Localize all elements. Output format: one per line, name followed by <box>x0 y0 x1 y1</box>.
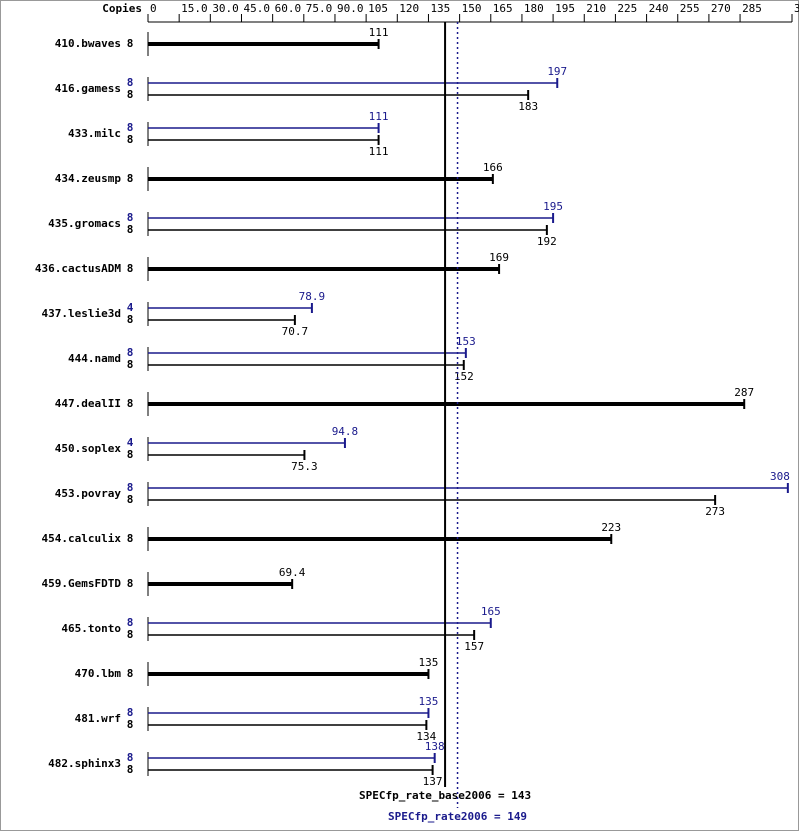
copies-label: 4 <box>127 436 134 449</box>
benchmark-name: 465.tonto <box>61 622 121 635</box>
copies-label: 8 <box>127 718 134 731</box>
copies-label: 8 <box>127 616 134 629</box>
copies-label: 8 <box>127 448 134 461</box>
benchmark-name: 435.gromacs <box>48 217 121 230</box>
copies-label: 8 <box>127 493 134 506</box>
copies-label: 8 <box>127 706 134 719</box>
value-label: 197 <box>547 65 567 78</box>
copies-label: 8 <box>127 76 134 89</box>
copies-header: Copies <box>102 2 142 15</box>
benchmark-name: 481.wrf <box>75 712 121 725</box>
benchmark-name: 416.gamess <box>55 82 121 95</box>
value-label: 169 <box>489 251 509 264</box>
x-tick-label: 255 <box>680 2 700 15</box>
copies-label: 8 <box>127 133 134 146</box>
benchmark-name: 459.GemsFDTD <box>42 577 122 590</box>
benchmark-name: 447.dealII <box>55 397 121 410</box>
x-tick-label: 105 <box>368 2 388 15</box>
value-label: 195 <box>543 200 563 213</box>
x-tick-label: 165 <box>493 2 513 15</box>
x-tick-label: 30.0 <box>212 2 239 15</box>
value-label: 111 <box>369 145 389 158</box>
copies-label: 8 <box>127 37 134 50</box>
value-label: 308 <box>770 470 790 483</box>
x-tick-label: 285 <box>742 2 762 15</box>
value-label: 111 <box>369 110 389 123</box>
copies-label: 8 <box>127 121 134 134</box>
x-tick-label: 240 <box>649 2 669 15</box>
copies-label: 8 <box>127 358 134 371</box>
copies-label: 8 <box>127 223 134 236</box>
x-tick-label: 0 <box>150 2 157 15</box>
value-label: 166 <box>483 161 503 174</box>
value-label: 75.3 <box>291 460 318 473</box>
benchmark-name: 454.calculix <box>42 532 122 545</box>
copies-label: 8 <box>127 628 134 641</box>
x-tick-label: 120 <box>399 2 419 15</box>
copies-label: 8 <box>127 397 134 410</box>
copies-label: 8 <box>127 763 134 776</box>
benchmark-name: 450.soplex <box>55 442 122 455</box>
benchmark-name: 444.namd <box>68 352 121 365</box>
value-label: 157 <box>464 640 484 653</box>
x-tick-label: 310 <box>794 2 799 15</box>
value-label: 70.7 <box>282 325 309 338</box>
value-label: 78.9 <box>299 290 326 303</box>
value-label: 137 <box>423 775 443 788</box>
x-tick-label: 270 <box>711 2 731 15</box>
copies-label: 8 <box>127 172 134 185</box>
value-label: 111 <box>369 26 389 39</box>
benchmark-name: 434.zeusmp <box>55 172 122 185</box>
copies-label: 8 <box>127 751 134 764</box>
copies-label: 8 <box>127 532 134 545</box>
x-tick-label: 60.0 <box>275 2 302 15</box>
copies-label: 8 <box>127 577 134 590</box>
value-label: 135 <box>419 656 439 669</box>
copies-label: 8 <box>127 313 134 326</box>
benchmark-name: 470.lbm <box>75 667 122 680</box>
value-label: 165 <box>481 605 501 618</box>
value-label: 138 <box>425 740 445 753</box>
copies-label: 8 <box>127 211 134 224</box>
x-tick-label: 90.0 <box>337 2 364 15</box>
copies-label: 8 <box>127 481 134 494</box>
value-label: 152 <box>454 370 474 383</box>
copies-label: 4 <box>127 301 134 314</box>
value-label: 192 <box>537 235 557 248</box>
benchmark-name: 436.cactusADM <box>35 262 121 275</box>
value-label: 135 <box>419 695 439 708</box>
x-tick-label: 45.0 <box>243 2 270 15</box>
benchmark-name: 482.sphinx3 <box>48 757 121 770</box>
copies-label: 8 <box>127 667 134 680</box>
copies-label: 8 <box>127 346 134 359</box>
benchmark-name: 410.bwaves <box>55 37 121 50</box>
x-tick-label: 15.0 <box>181 2 208 15</box>
benchmark-name: 453.povray <box>55 487 122 500</box>
benchmark-name: 437.leslie3d <box>42 307 121 320</box>
copies-label: 8 <box>127 262 134 275</box>
value-label: 273 <box>705 505 725 518</box>
x-tick-label: 180 <box>524 2 544 15</box>
value-label: 223 <box>601 521 621 534</box>
x-tick-label: 210 <box>586 2 606 15</box>
reference-label: SPECfp_rate_base2006 = 143 <box>359 789 531 802</box>
benchmark-name: 433.milc <box>68 127 121 140</box>
copies-label: 8 <box>127 88 134 101</box>
value-label: 134 <box>416 730 436 743</box>
x-tick-label: 150 <box>462 2 482 15</box>
reference-label: SPECfp_rate2006 = 149 <box>388 810 527 823</box>
value-label: 183 <box>518 100 538 113</box>
x-tick-label: 225 <box>617 2 637 15</box>
x-tick-label: 75.0 <box>306 2 333 15</box>
value-label: 153 <box>456 335 476 348</box>
value-label: 287 <box>734 386 754 399</box>
x-tick-label: 135 <box>430 2 450 15</box>
value-label: 69.4 <box>279 566 306 579</box>
x-tick-label: 195 <box>555 2 575 15</box>
value-label: 94.8 <box>332 425 359 438</box>
